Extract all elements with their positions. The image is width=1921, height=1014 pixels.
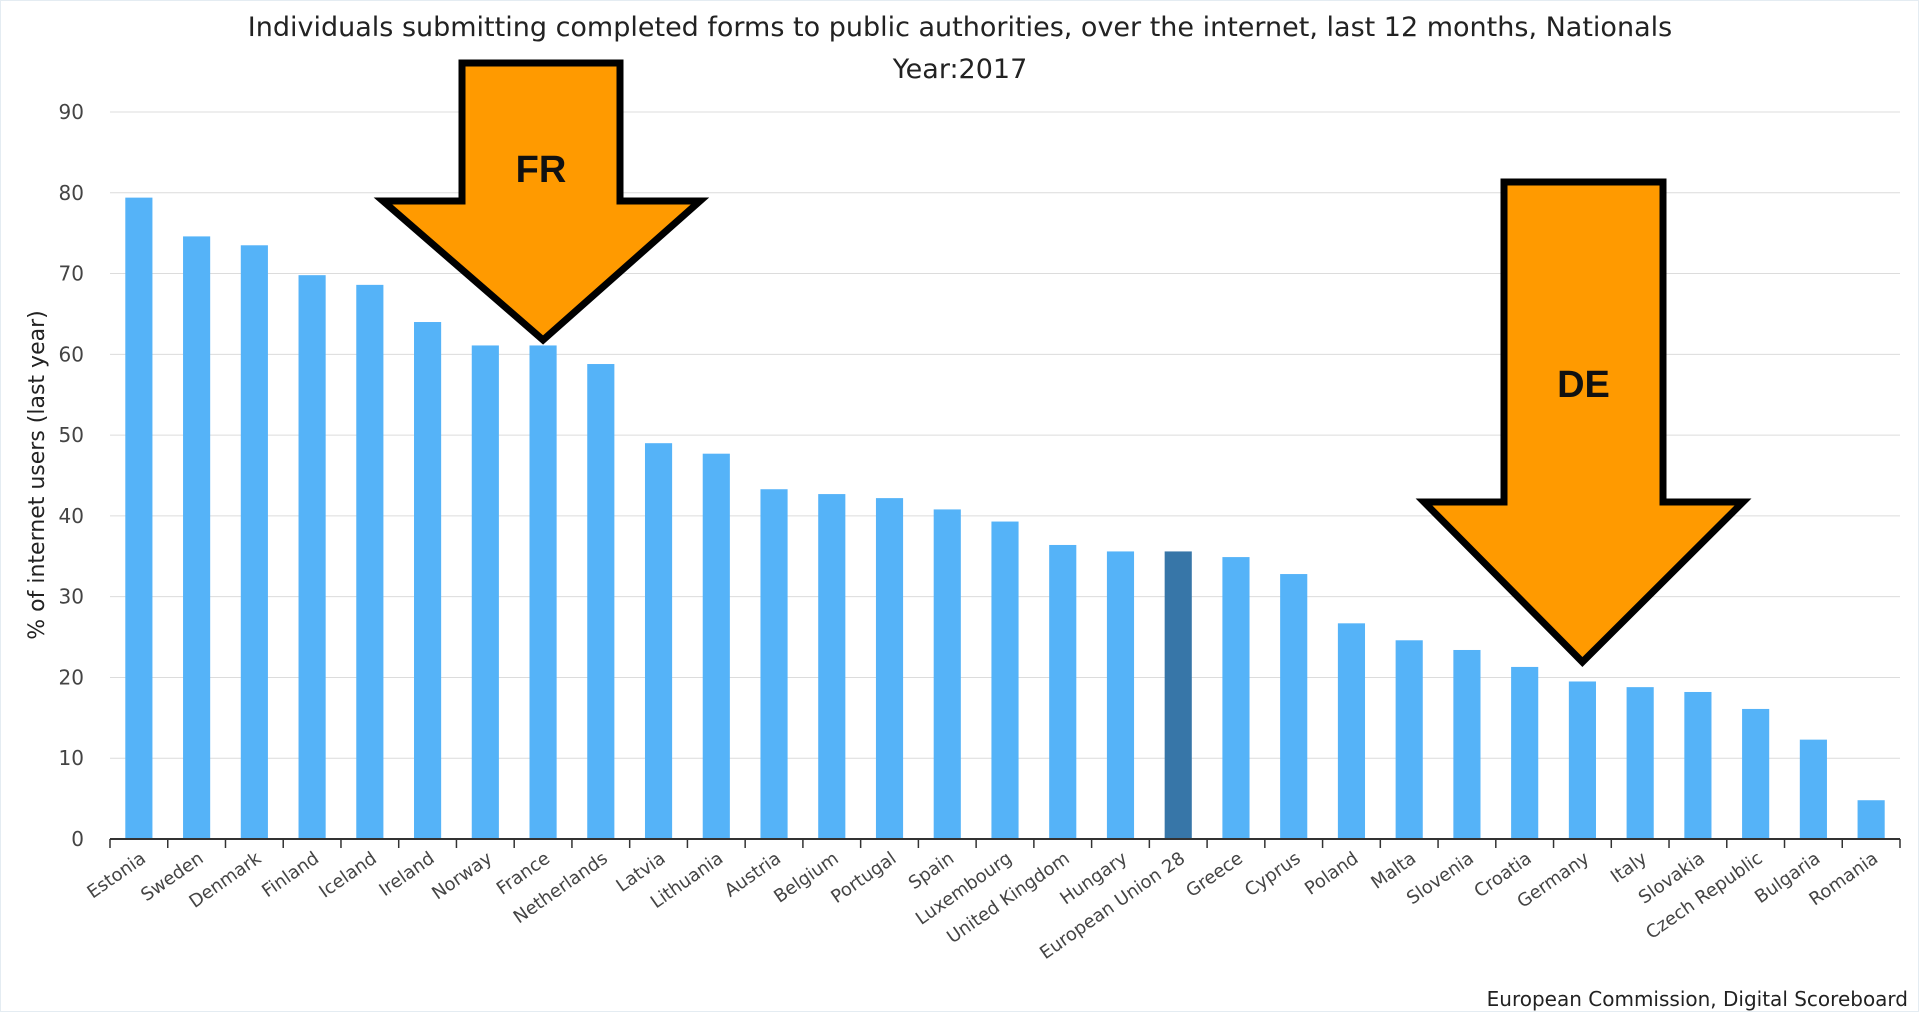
y-tick-label: 0 xyxy=(71,827,84,851)
bar-lithuania xyxy=(702,453,730,839)
bar-france xyxy=(529,345,557,839)
x-tick-label-estonia: Estonia xyxy=(83,848,149,903)
bars xyxy=(125,197,1885,840)
x-tick-label-portugal: Portugal xyxy=(827,848,900,908)
callout-arrow-de xyxy=(1415,178,1752,667)
bar-belgium xyxy=(818,494,846,839)
bar-spain xyxy=(933,509,961,839)
chart-title: Individuals submitting completed forms t… xyxy=(248,12,1672,43)
bar-austria xyxy=(760,489,788,839)
x-axis xyxy=(109,838,1901,848)
y-tick-label: 80 xyxy=(59,181,84,205)
bar-bulgaria xyxy=(1799,739,1827,839)
x-tick-label-poland: Poland xyxy=(1301,848,1362,900)
bar-malta xyxy=(1395,640,1423,839)
bar-slovenia xyxy=(1453,649,1481,839)
bar-hungary xyxy=(1106,551,1135,839)
bar-united-kingdom xyxy=(1049,544,1077,839)
y-tick-label: 90 xyxy=(59,100,84,124)
bar-denmark xyxy=(240,245,268,840)
x-tick-label-ireland: Ireland xyxy=(375,848,438,901)
bar-italy xyxy=(1626,687,1654,839)
bar-cyprus xyxy=(1280,574,1308,839)
x-tick-label-cyprus: Cyprus xyxy=(1241,848,1305,901)
y-axis-label: % of internet users (last year) xyxy=(25,310,50,639)
bar-germany xyxy=(1568,681,1596,839)
bar-european-union-28 xyxy=(1164,551,1192,839)
y-axis-ticks: 0 10 20 30 40 50 60 70 80 90 xyxy=(59,100,84,851)
y-tick-label: 40 xyxy=(59,504,84,528)
y-tick-label: 20 xyxy=(59,665,84,689)
bar-romania xyxy=(1857,800,1885,839)
chart-subtitle: Year:2017 xyxy=(892,54,1028,85)
bar-estonia xyxy=(125,197,153,839)
bar-czech-republic xyxy=(1742,708,1770,839)
bar-iceland xyxy=(356,284,384,839)
x-tick-label-norway: Norway xyxy=(428,848,496,905)
y-tick-label: 50 xyxy=(59,423,84,447)
y-tick-label: 60 xyxy=(59,342,84,366)
source-credit: European Commission, Digital Scoreboard xyxy=(1487,987,1908,1011)
bar-portugal xyxy=(875,498,904,839)
x-tick-label-italy: Italy xyxy=(1607,848,1651,888)
x-tick-label-iceland: Iceland xyxy=(315,848,380,903)
callout-label-fr: FR xyxy=(516,149,567,191)
x-tick-label-greece: Greece xyxy=(1182,848,1247,902)
bar-luxembourg xyxy=(991,521,1019,839)
bar-poland xyxy=(1337,623,1366,839)
y-tick-label: 10 xyxy=(59,746,84,770)
bar-greece xyxy=(1222,557,1250,839)
y-tick-label: 70 xyxy=(59,262,84,286)
bar-finland xyxy=(298,275,326,839)
x-tick-label-finland: Finland xyxy=(258,848,323,902)
bar-sweden xyxy=(183,236,211,840)
callout-arrows: FR DE xyxy=(373,59,1752,667)
x-axis-ticks: EstoniaSwedenDenmarkFinlandIcelandIrelan… xyxy=(83,848,1882,964)
bar-ireland xyxy=(414,322,442,839)
callout-label-de: DE xyxy=(1557,364,1610,406)
y-tick-label: 30 xyxy=(59,585,84,609)
callout-arrow-fr xyxy=(373,59,710,345)
bar-slovakia xyxy=(1684,691,1712,839)
bar-netherlands xyxy=(587,364,615,839)
bar-norway xyxy=(471,345,499,839)
bar-latvia xyxy=(644,443,673,839)
bar-croatia xyxy=(1511,666,1539,839)
